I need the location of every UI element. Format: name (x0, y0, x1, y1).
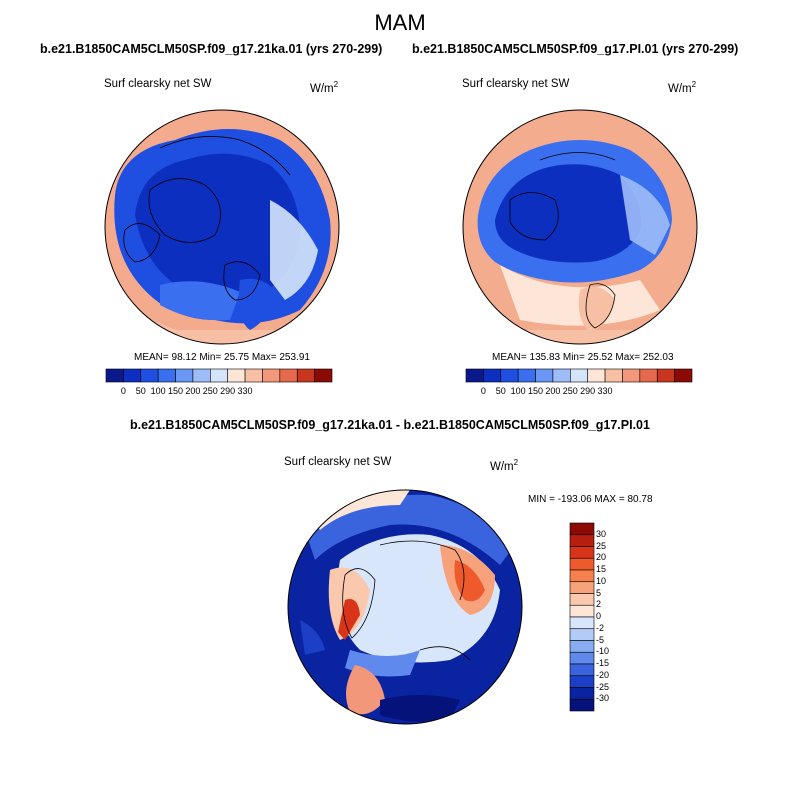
colorbar-21ka-tick-label: 50 (135, 386, 146, 396)
diff-stats: MIN = -193.06 MAX = 80.78 (528, 494, 653, 505)
colorbar-diff (569, 522, 595, 712)
colorbar-diff-tick-label: -25 (596, 681, 610, 692)
colorbar-21ka-tick-label: 290 (220, 386, 236, 396)
colorbar-diff-swatch (569, 557, 595, 571)
colorbar-diff-swatch (569, 522, 595, 536)
map-pi-border (462, 109, 698, 345)
panel2-variable: Surf clearsky net SW (462, 78, 570, 90)
colorbar-diff-swatch (569, 651, 595, 665)
panel2-title: b.e21.B1850CAM5CLM50SP.f09_g17.PI.01 (yr… (412, 42, 739, 56)
map-pi (463, 110, 697, 344)
colorbar-diff-swatch (569, 628, 595, 641)
colorbar-pi-swatch (639, 368, 658, 383)
colorbar-diff-swatch (569, 698, 595, 712)
colorbar-21ka-swatch (262, 368, 281, 383)
colorbar-21ka-tick-label: 330 (237, 386, 253, 396)
colorbar-21ka-swatch (227, 368, 246, 383)
colorbar-21ka-swatch (314, 368, 333, 383)
colorbar-21ka-tick-label: 200 (185, 386, 201, 396)
colorbar-21ka-tick-label: 150 (168, 386, 184, 396)
season-title: MAM (374, 10, 426, 35)
colorbar-pi-tick-label: 200 (545, 386, 561, 396)
colorbar-21ka-swatch (296, 368, 315, 383)
colorbar-diff-tick-label: 5 (596, 587, 602, 598)
colorbar-pi-tick-label: 100 (510, 386, 526, 396)
panel1-title: b.e21.B1850CAM5CLM50SP.f09_g17.21ka.01 (… (40, 42, 383, 56)
colorbar-diff-swatch (569, 640, 595, 653)
map-21ka (105, 110, 339, 344)
colorbar-diff-tick-label: -30 (596, 693, 610, 704)
colorbar-pi-tick-label: 150 (528, 386, 544, 396)
colorbar-diff-tick-label: 25 (596, 540, 607, 551)
colorbar-pi-tick-label: 50 (495, 386, 506, 396)
colorbar-diff-tick-label: -10 (596, 646, 610, 657)
colorbar-pi-swatch (483, 368, 502, 383)
colorbar-pi-swatch (674, 368, 693, 383)
colorbar-diff-swatch (569, 663, 595, 677)
colorbar-pi-tick-label: 250 (562, 386, 578, 396)
colorbar-diff-swatch (569, 546, 595, 559)
panel2-units: W/m2 (668, 80, 697, 95)
map-21ka-border (104, 109, 340, 345)
colorbar-diff-tick-label: 10 (596, 575, 607, 586)
colorbar-pi-swatch (587, 368, 606, 383)
colorbar-diff-swatch (569, 593, 595, 606)
colorbar-diff-tick-label: 20 (596, 552, 607, 563)
colorbar-pi-swatch (604, 368, 623, 383)
colorbar-diff-swatch (569, 534, 595, 547)
map-diff-border (287, 489, 523, 725)
colorbar-pi-swatch (622, 368, 641, 383)
panel1-variable: Surf clearsky net SW (104, 78, 212, 90)
diff-variable: Surf clearsky net SW (284, 456, 392, 468)
colorbar-21ka-swatch (157, 368, 176, 383)
colorbar-diff-tick-label: 2 (596, 599, 602, 610)
colorbar-pi-swatch (500, 368, 519, 383)
colorbar-pi-swatch (517, 368, 536, 383)
colorbar-pi-tick-label: 0 (480, 386, 486, 396)
colorbar-diff-tick-label: -5 (596, 634, 605, 645)
panel1-stats: MEAN= 98.12 Min= 25.75 Max= 253.91 (134, 352, 310, 363)
diff-title: b.e21.B1850CAM5CLM50SP.f09_g17.21ka.01 -… (130, 418, 650, 432)
colorbar-pi-swatch (535, 368, 554, 383)
colorbar-pi-swatch (656, 368, 675, 383)
map-diff (288, 490, 522, 724)
colorbar-diff-tick-label: -2 (596, 622, 605, 633)
colorbar-diff-tick-label: 30 (596, 528, 607, 539)
colorbar-21ka (105, 368, 333, 383)
colorbar-21ka-swatch (140, 368, 159, 383)
colorbar-pi-tick-label: 330 (597, 386, 613, 396)
colorbar-pi-swatch (552, 368, 571, 383)
colorbar-21ka-swatch (210, 368, 228, 383)
colorbar-21ka-swatch (175, 368, 194, 383)
colorbar-21ka-swatch (192, 368, 211, 383)
colorbar-diff-tick-label: 0 (596, 611, 602, 621)
colorbar-21ka-tick-label: 250 (202, 386, 218, 396)
colorbar-diff-swatch (569, 687, 595, 700)
panel1-units: W/m2 (310, 80, 339, 95)
colorbar-diff-swatch (569, 569, 595, 583)
colorbar-pi-swatch (465, 368, 484, 383)
colorbar-21ka-tick-label: 0 (120, 386, 126, 396)
colorbar-diff-swatch (569, 604, 595, 618)
colorbar-21ka-swatch (105, 368, 124, 383)
colorbar-diff-tick-label: -20 (596, 669, 610, 680)
colorbar-pi-swatch (570, 368, 588, 383)
colorbar-21ka-tick-label: 100 (150, 386, 166, 396)
diff-units: W/m2 (490, 458, 519, 473)
colorbar-pi-tick-label: 290 (580, 386, 596, 396)
colorbar-diff-swatch (569, 675, 595, 688)
colorbar-diff-tick-label: 15 (596, 564, 607, 574)
colorbar-diff-swatch (569, 616, 595, 630)
colorbar-diff-swatch (569, 581, 595, 594)
colorbar-21ka-swatch (123, 368, 142, 383)
colorbar-21ka-swatch (279, 368, 298, 383)
panel2-stats: MEAN= 135.83 Min= 25.52 Max= 252.03 (492, 352, 674, 363)
colorbar-pi (465, 368, 693, 383)
colorbar-21ka-swatch (244, 368, 263, 383)
colorbar-diff-tick-label: -15 (596, 658, 610, 668)
